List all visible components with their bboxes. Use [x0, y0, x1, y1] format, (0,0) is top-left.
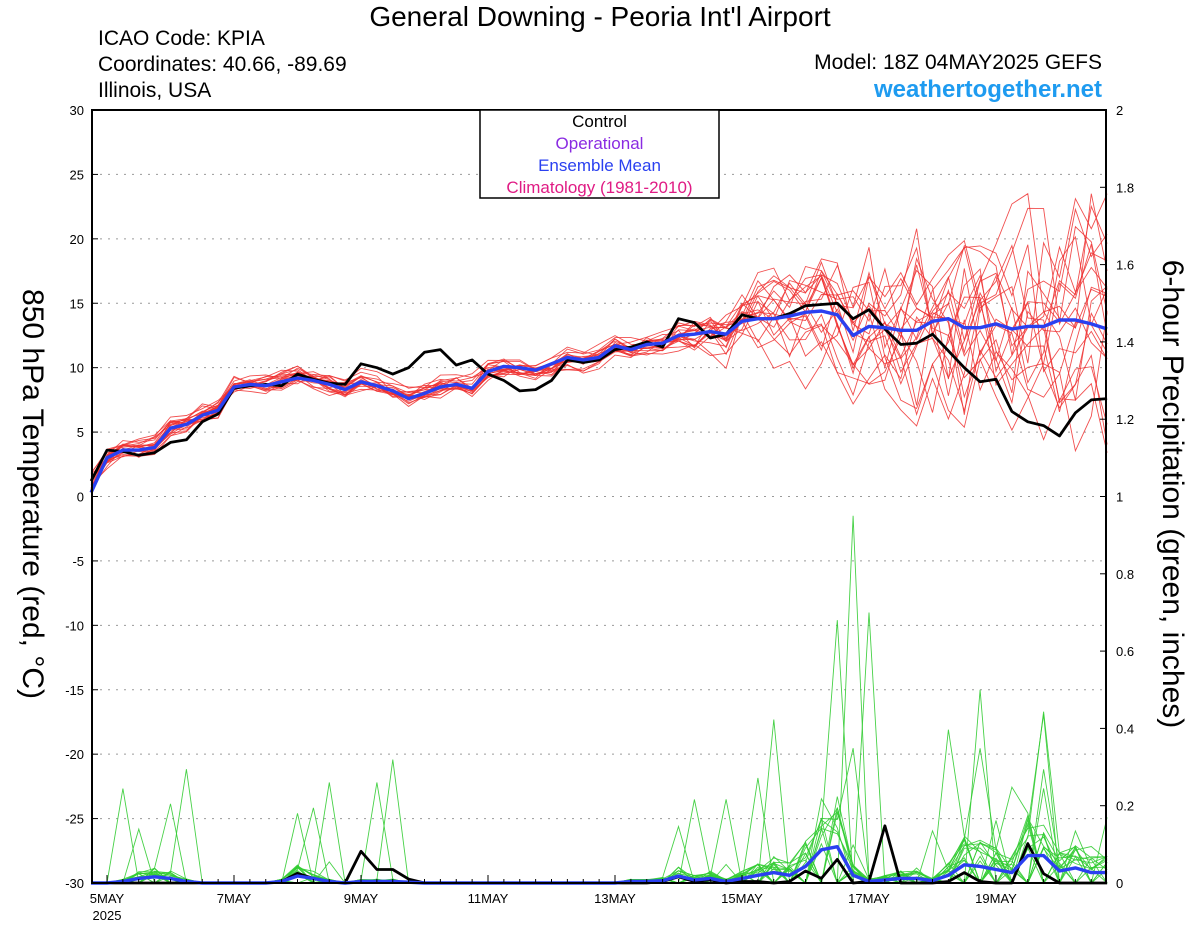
temperature-member-line	[90, 270, 1108, 481]
left-tick-label: 5	[77, 425, 84, 440]
left-tick-label: 0	[77, 490, 84, 505]
right-tick-label: 0.4	[1116, 721, 1134, 736]
right-tick-label: 1	[1116, 490, 1123, 505]
x-year-label: 2025	[93, 908, 122, 923]
legend: Control Operational Ensemble Mean Climatolo…	[479, 109, 720, 199]
temperature-member-line	[90, 193, 1108, 489]
right-tick-label: 0.8	[1116, 567, 1134, 582]
right-axis: 2 1.8 1.6 1.4 1.2 1 0.8 0.6 0.4 0.2 0	[1100, 103, 1134, 891]
right-tick-label: 2	[1116, 103, 1123, 118]
icao-code: ICAO Code: KPIA	[98, 27, 265, 50]
precipitation-member-line	[91, 748, 1108, 885]
right-tick-label: 0	[1116, 876, 1123, 891]
x-tick-label: 5MAY	[90, 891, 125, 906]
precipitation-member-line	[91, 817, 1108, 884]
right-tick-label: 1.6	[1116, 258, 1134, 273]
legend-item: Climatology (1981-2010)	[506, 178, 692, 197]
temperature-member-line	[90, 193, 1108, 486]
right-tick-label: 1.2	[1116, 412, 1134, 427]
legend-item: Operational	[556, 134, 644, 153]
left-tick-label: 10	[70, 361, 84, 376]
precipitation-member-line	[91, 515, 1108, 885]
legend-item: Ensemble Mean	[538, 156, 661, 175]
left-tick-label: -5	[72, 554, 84, 569]
left-tick-label: -25	[65, 812, 84, 827]
legend-item: Control	[572, 112, 627, 131]
ensemble-mean-temp-line	[89, 309, 1108, 494]
x-tick-label: 13MAY	[594, 891, 636, 906]
left-tick-label: 30	[70, 103, 84, 118]
x-tick-label: 9MAY	[344, 891, 379, 906]
precipitation-member-line	[91, 729, 1108, 885]
series-lines	[89, 301, 1108, 885]
right-tick-label: 0.6	[1116, 644, 1134, 659]
x-tick-label: 7MAY	[217, 891, 252, 906]
temperature-ensemble-members	[90, 192, 1108, 491]
left-tick-label: 25	[70, 167, 84, 182]
precipitation-member-line	[91, 620, 1108, 884]
x-tick-label: 19MAY	[975, 891, 1017, 906]
left-tick-label: 15	[70, 296, 84, 311]
chart-title: General Downing - Peoria Int'l Airport	[369, 1, 831, 32]
precipitation-member-line	[91, 822, 1108, 884]
control-temp-line	[89, 301, 1108, 482]
legend-box	[479, 109, 720, 199]
temperature-member-line	[90, 207, 1108, 479]
coordinates: Coordinates: 40.66, -89.69	[98, 53, 347, 76]
temperature-member-line	[90, 243, 1108, 478]
model-run: Model: 18Z 04MAY2025 GEFS	[814, 51, 1102, 74]
right-tick-label: 0.2	[1116, 799, 1134, 814]
temperature-member-line	[90, 272, 1108, 473]
left-tick-label: -30	[65, 876, 84, 891]
precipitation-ensemble-members	[91, 515, 1108, 885]
x-axis: 5MAY 7MAY 9MAY 11MAY 13MAY 15MAY 17MAY 19MAY 202…	[90, 875, 1092, 923]
site-link[interactable]: weathertogether.net	[873, 76, 1102, 103]
region: Illinois, USA	[98, 79, 212, 102]
x-tick-label: 17MAY	[848, 891, 890, 906]
left-tick-label: -15	[65, 683, 84, 698]
right-tick-label: 1.8	[1116, 180, 1134, 195]
x-tick-label: 11MAY	[468, 891, 509, 906]
left-tick-label: -10	[65, 618, 84, 633]
grid	[92, 173, 1106, 820]
left-axis: 30 25 20 15 10 5 0 -5 -10 -15 -20 -25 -30	[65, 103, 98, 891]
right-tick-label: 1.4	[1116, 335, 1134, 350]
temperature-member-line	[90, 267, 1108, 474]
precipitation-member-line	[91, 748, 1108, 884]
precipitation-member-line	[91, 612, 1108, 884]
x-tick-label: 15MAY	[721, 891, 763, 906]
left-tick-label: 20	[70, 232, 84, 247]
left-tick-label: -20	[65, 747, 84, 762]
temperature-member-line	[90, 204, 1108, 489]
